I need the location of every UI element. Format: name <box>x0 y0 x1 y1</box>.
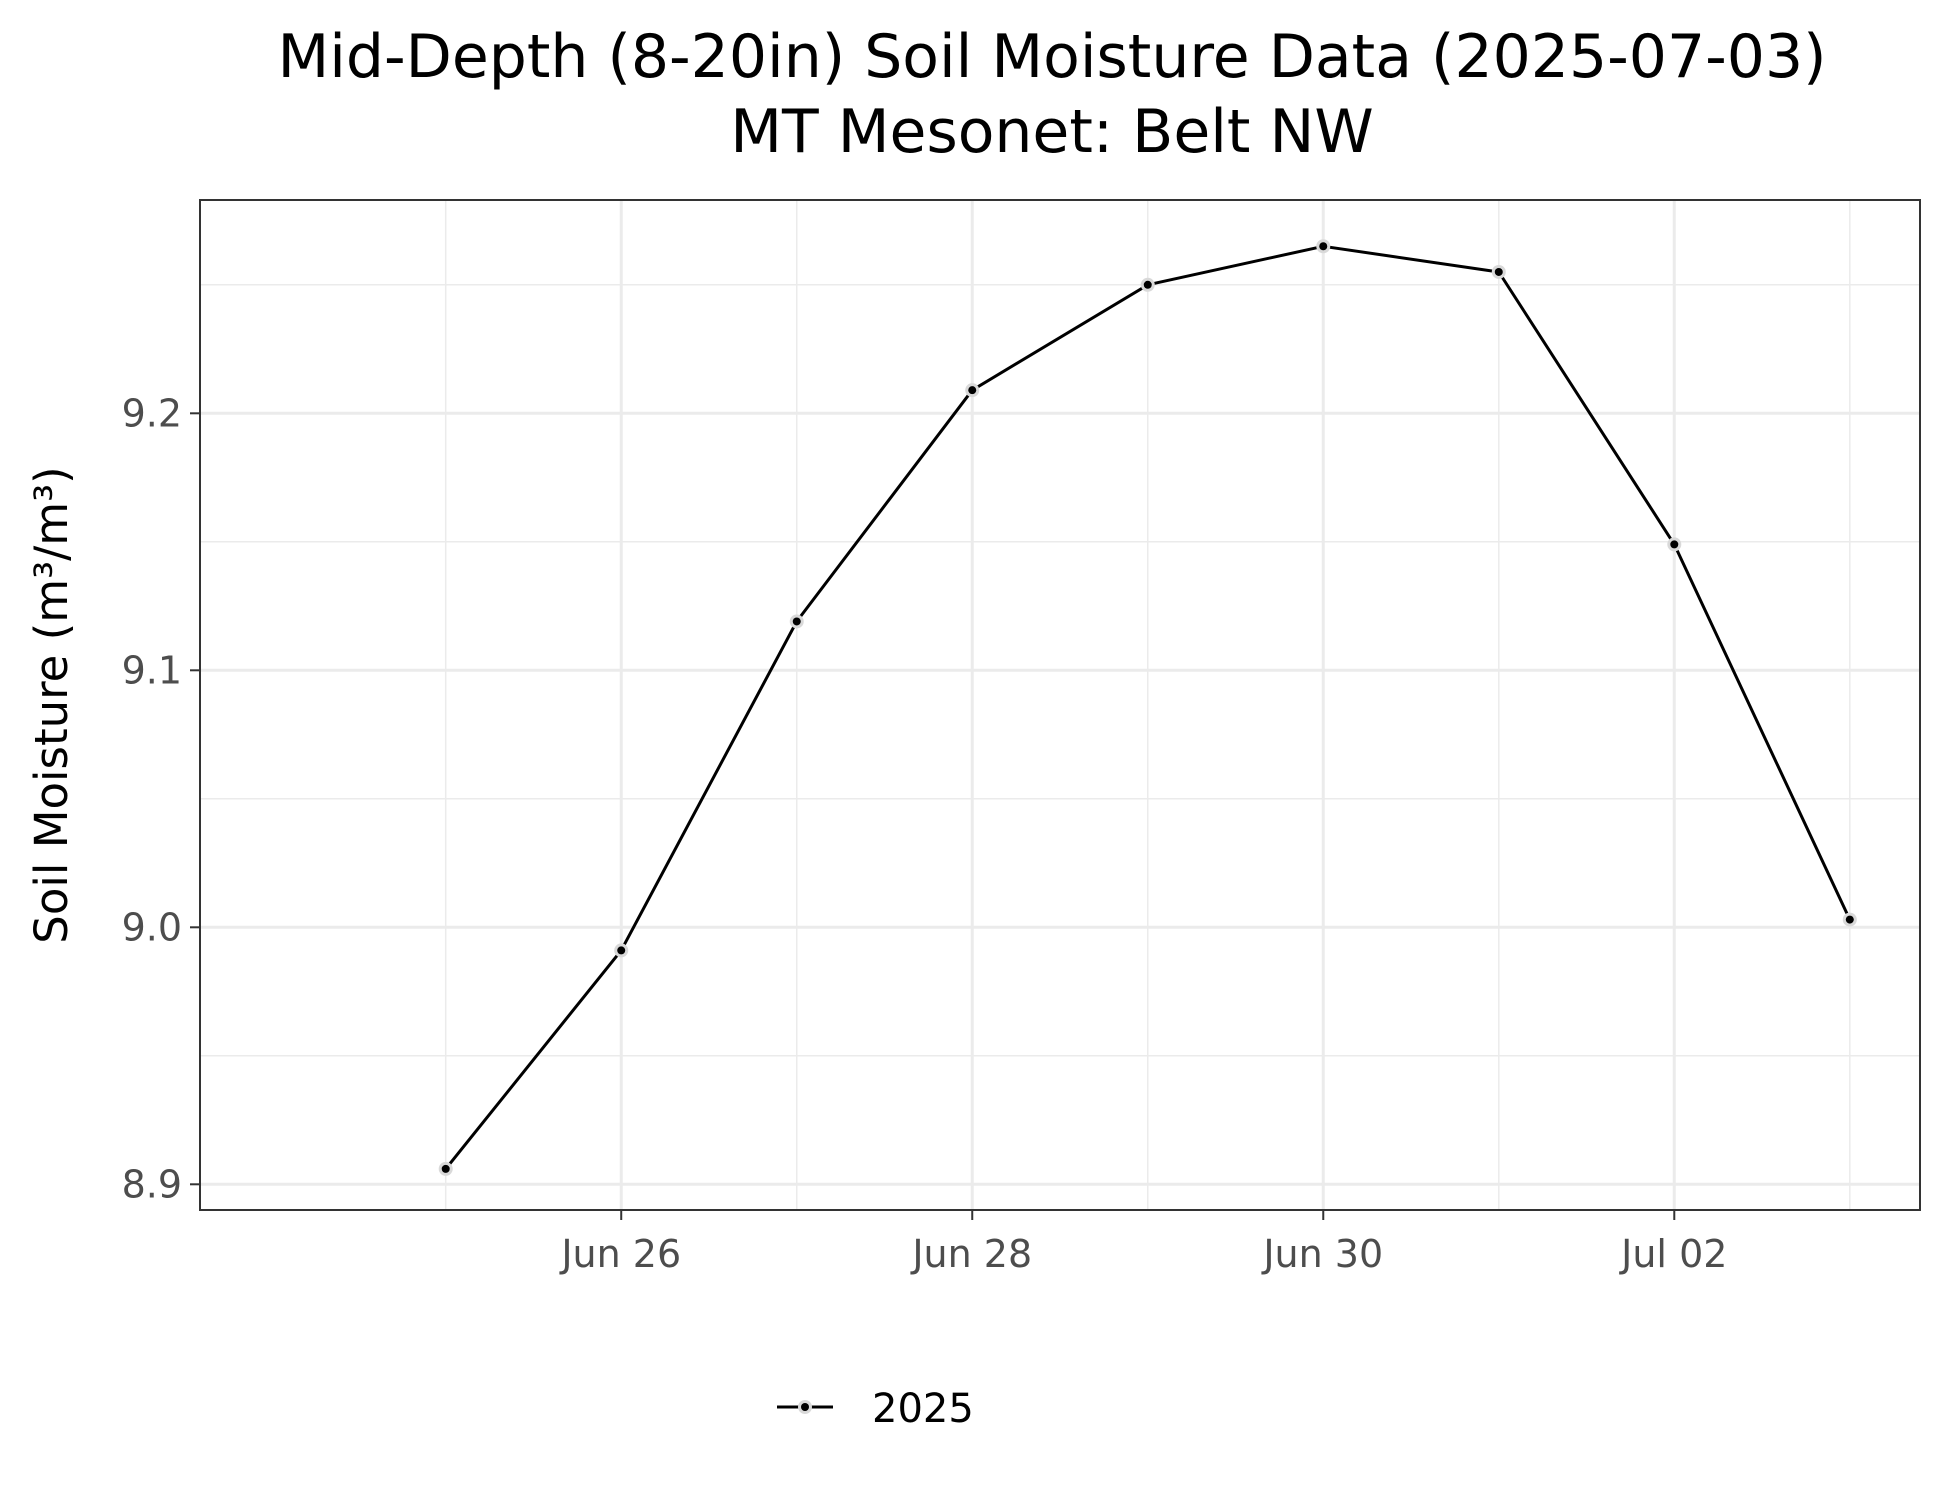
data-point <box>792 617 801 626</box>
data-point <box>968 386 977 395</box>
grid-minor-lines <box>200 200 1920 1210</box>
data-point <box>1494 267 1503 276</box>
x-tick-label: Jun 28 <box>910 1232 1032 1276</box>
x-tick-label: Jun 26 <box>559 1232 681 1276</box>
x-tick-label: Jul 02 <box>1619 1232 1727 1276</box>
y-axis-title: Soil Moisture (m³/m³) <box>25 466 78 943</box>
series-layer <box>438 239 1857 1176</box>
y-tick-label: 9.2 <box>122 391 182 435</box>
legend: 2025 <box>777 1386 974 1432</box>
y-tick-label: 8.9 <box>122 1162 182 1206</box>
y-tick-label: 9.0 <box>122 905 182 949</box>
data-point <box>1670 540 1679 549</box>
plot-panel <box>199 199 1921 1211</box>
x-tick-label: Jun 30 <box>1261 1232 1383 1276</box>
plot-panel-background <box>200 200 1920 1210</box>
legend-label: 2025 <box>872 1386 974 1432</box>
legend-key-point <box>801 1403 809 1411</box>
data-point <box>617 946 626 955</box>
data-point <box>441 1164 450 1173</box>
y-axis: 8.9 9.0 9.1 9.2 <box>122 391 200 1206</box>
chart-title: Mid-Depth (8-20in) Soil Moisture Data (2… <box>277 22 1826 92</box>
chart-subtitle: MT Mesonet: Belt NW <box>730 97 1373 167</box>
data-point <box>1319 242 1328 251</box>
data-point <box>1845 915 1854 924</box>
x-axis: Jun 26 Jun 28 Jun 30 Jul 02 <box>559 1210 1727 1276</box>
y-tick-label: 9.1 <box>122 648 182 692</box>
plot-panel-border <box>199 199 1921 1211</box>
data-point <box>1143 280 1152 289</box>
grid-major-lines <box>200 200 1920 1210</box>
